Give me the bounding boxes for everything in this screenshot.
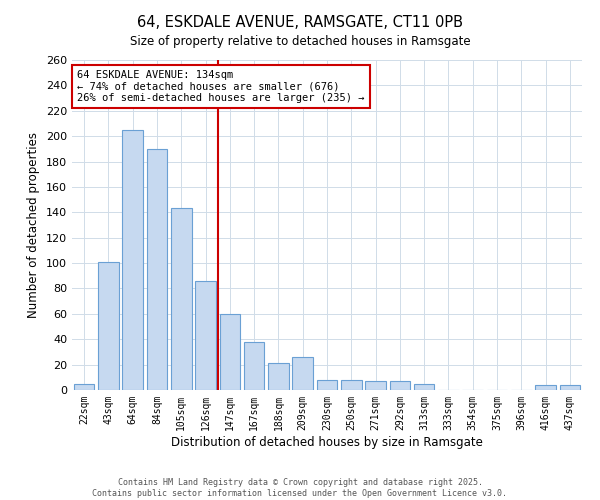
Bar: [122, 130, 143, 390]
Bar: [414, 384, 434, 390]
Bar: [365, 381, 386, 390]
X-axis label: Distribution of detached houses by size in Ramsgate: Distribution of detached houses by size …: [171, 436, 483, 448]
Bar: [146, 149, 167, 390]
Y-axis label: Number of detached properties: Number of detached properties: [28, 132, 40, 318]
Bar: [195, 281, 216, 390]
Text: Size of property relative to detached houses in Ramsgate: Size of property relative to detached ho…: [130, 35, 470, 48]
Bar: [560, 385, 580, 390]
Text: Contains HM Land Registry data © Crown copyright and database right 2025.
Contai: Contains HM Land Registry data © Crown c…: [92, 478, 508, 498]
Bar: [317, 380, 337, 390]
Text: 64 ESKDALE AVENUE: 134sqm
← 74% of detached houses are smaller (676)
26% of semi: 64 ESKDALE AVENUE: 134sqm ← 74% of detac…: [77, 70, 365, 103]
Bar: [244, 342, 265, 390]
Bar: [535, 385, 556, 390]
Bar: [268, 364, 289, 390]
Bar: [171, 208, 191, 390]
Text: 64, ESKDALE AVENUE, RAMSGATE, CT11 0PB: 64, ESKDALE AVENUE, RAMSGATE, CT11 0PB: [137, 15, 463, 30]
Bar: [341, 380, 362, 390]
Bar: [98, 262, 119, 390]
Bar: [389, 381, 410, 390]
Bar: [74, 384, 94, 390]
Bar: [220, 314, 240, 390]
Bar: [292, 357, 313, 390]
